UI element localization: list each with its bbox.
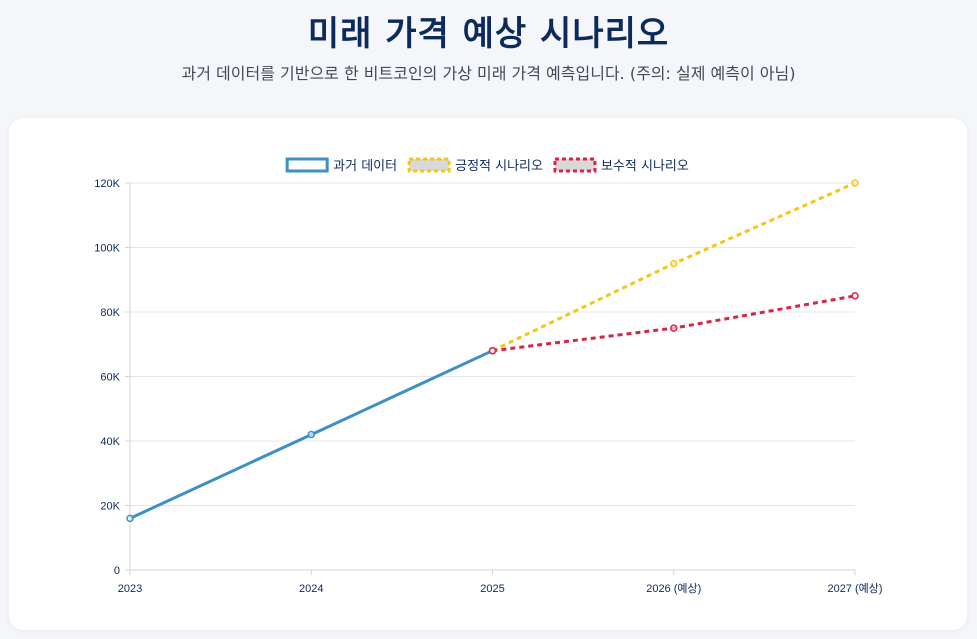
x-tick-label: 2025	[480, 583, 504, 595]
x-tick-label: 2027 (예상)	[827, 582, 882, 595]
page-subtitle: 과거 데이터를 기반으로 한 비트코인의 가상 미래 가격 예측입니다. (주의…	[181, 64, 796, 83]
x-tick-label: 2023	[118, 583, 142, 595]
y-tick-label: 80K	[100, 307, 120, 319]
data-point-positive[interactable]	[670, 259, 678, 268]
legend-swatch-historical	[285, 157, 329, 173]
data-point-conservative[interactable]	[670, 324, 678, 332]
y-tick-label: 60K	[100, 372, 120, 384]
series-line-conservative	[492, 294, 856, 353]
data-point-conservative[interactable]	[851, 292, 859, 300]
legend-item-positive[interactable]: 긍정적 시나리오	[407, 157, 543, 174]
legend-swatch-conservative	[553, 157, 597, 173]
data-point-historical[interactable]	[307, 430, 315, 439]
grid-lines	[130, 182, 855, 571]
y-axis-ticks: 0 20K 40K 60K 80K 100K 120K	[94, 178, 130, 577]
legend-label: 보수적 시나리오	[601, 159, 689, 174]
legend-item-historical[interactable]: 과거 데이터	[285, 157, 397, 174]
data-point-conservative[interactable]	[488, 346, 497, 355]
legend-item-conservative[interactable]: 보수적 시나리오	[553, 157, 689, 174]
y-tick-label: 100K	[94, 243, 120, 255]
x-tick-label: 2026 (예상)	[646, 582, 701, 595]
x-axis-ticks: 2023 2024 2025 2026 (예상) 2027 (예상)	[118, 570, 883, 595]
data-point-positive[interactable]	[851, 179, 859, 187]
legend-swatch-positive	[407, 157, 451, 173]
y-tick-label: 40K	[100, 436, 120, 448]
y-tick-label: 120K	[94, 178, 120, 190]
y-tick-label: 0	[114, 565, 120, 577]
series-points	[126, 179, 859, 523]
data-point-historical[interactable]	[126, 514, 134, 523]
chart-card	[9, 118, 967, 630]
x-tick-label: 2024	[299, 583, 323, 595]
page-title: 미래 가격 예상 시나리오	[307, 14, 670, 54]
chart-legend: 과거 데이터 긍정적 시나리오 보수적 시나리오	[285, 157, 689, 174]
y-tick-label: 20K	[100, 501, 120, 513]
legend-label: 긍정적 시나리오	[455, 159, 543, 174]
legend-label: 과거 데이터	[333, 159, 397, 174]
